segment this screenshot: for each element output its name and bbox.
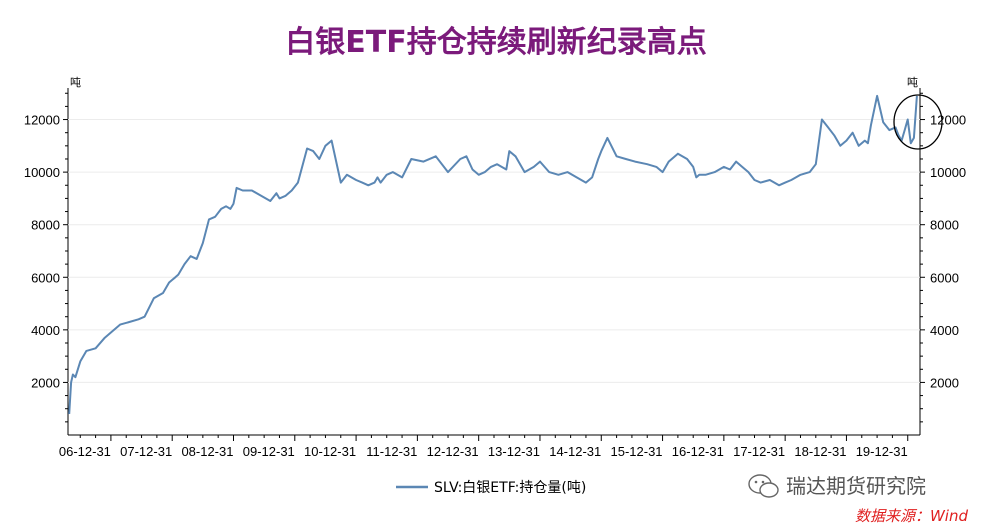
gridlines: [68, 119, 920, 383]
x-tick-label: 09-12-31: [243, 444, 295, 459]
x-tick-label: 12-12-31: [427, 444, 479, 459]
x-ticks: 06-12-31 07-12-31 08-12-31 09-12-31 10-12-31…: [59, 435, 909, 459]
y-tick-label-right: 8000: [930, 218, 959, 233]
data-source: 数据来源：Wind: [855, 507, 969, 525]
y-unit-left: 吨: [70, 76, 81, 89]
y-tick-label-left: 8000: [31, 218, 60, 233]
x-tick-label: 11-12-31: [366, 444, 417, 459]
x-tick-label: 06-12-31: [59, 444, 111, 459]
x-tick-label: 07-12-31: [120, 444, 172, 459]
legend: SLV:白银ETF:持仓量(吨): [396, 480, 586, 496]
series-line: [68, 94, 918, 415]
wechat-icon: [748, 474, 779, 498]
x-tick-label: 19-12-31: [856, 444, 908, 459]
x-tick-label: 17-12-31: [733, 444, 785, 459]
y-tick-label-right: 10000: [930, 165, 966, 180]
x-tick-label: 14-12-31: [549, 444, 601, 459]
watermark-text: 瑞达期货研究院: [786, 474, 926, 498]
x-tick-label: 08-12-31: [181, 444, 233, 459]
y-ticks-left: 2000 4000 6000 8000 10000 12000: [24, 92, 68, 423]
y-tick-label-left: 10000: [24, 165, 60, 180]
series-layer: [68, 94, 918, 415]
plot-area: 2000 4000 6000 8000 10000 12000 2000 4000 6000 8…: [24, 76, 966, 459]
y-unit-right: 吨: [907, 76, 918, 89]
watermark: 瑞达期货研究院: [748, 474, 926, 498]
legend-label: SLV:白银ETF:持仓量(吨): [434, 480, 586, 496]
x-tick-label: 10-12-31: [304, 444, 356, 459]
y-ticks-right: 2000 4000 6000 8000 10000 12000: [920, 92, 966, 423]
y-tick-label-right: 6000: [930, 270, 959, 285]
record-high-circle: [893, 94, 943, 150]
x-tick-label: 18-12-31: [794, 444, 846, 459]
y-tick-label-right: 2000: [930, 375, 959, 390]
y-tick-label-right: 12000: [930, 113, 966, 128]
y-tick-label-left: 2000: [31, 375, 60, 390]
chart-title: 白银ETF持仓持续刷新纪录高点: [285, 25, 706, 60]
y-tick-label-left: 6000: [31, 270, 60, 285]
x-tick-label: 16-12-31: [672, 444, 724, 459]
x-tick-label: 13-12-31: [488, 444, 540, 459]
y-tick-label-left: 4000: [31, 323, 60, 338]
y-tick-label-right: 4000: [930, 323, 959, 338]
x-tick-label: 15-12-31: [611, 444, 663, 459]
y-tick-label-left: 12000: [24, 113, 60, 128]
